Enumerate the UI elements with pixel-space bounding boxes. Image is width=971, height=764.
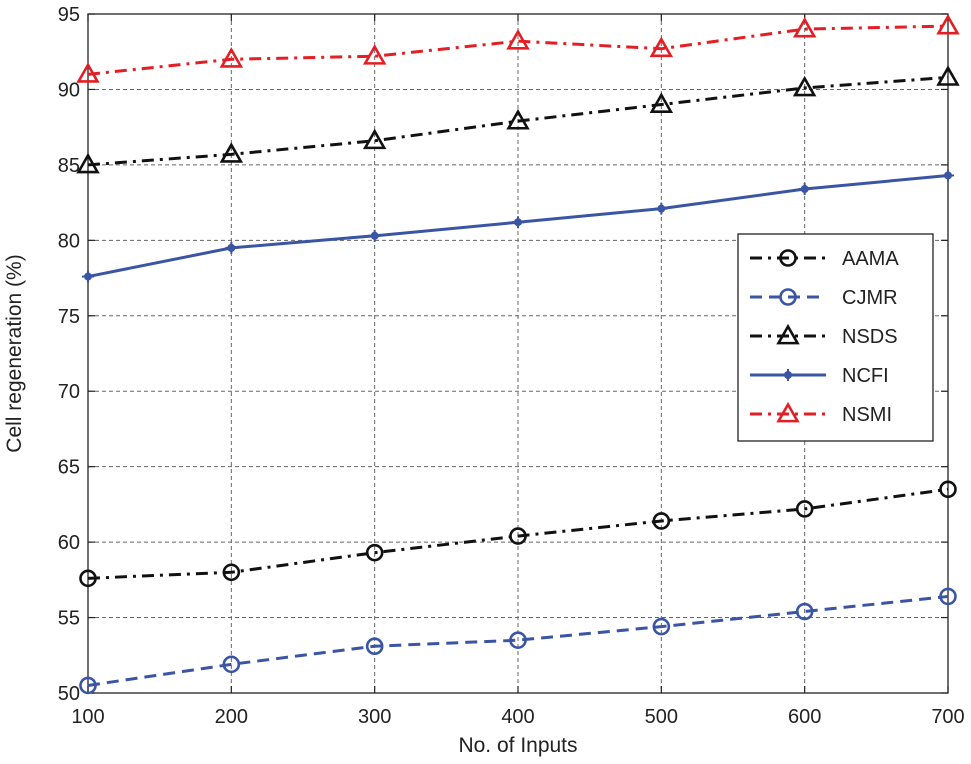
data-point-nsmi: [362, 44, 387, 65]
data-point-aama: [365, 543, 384, 562]
data-point-cjmr: [652, 617, 671, 636]
data-point-aama: [652, 512, 671, 530]
series-ncfi: [82, 169, 954, 283]
legend-marker-nsmi: [776, 401, 800, 423]
data-point-nsmi: [792, 16, 817, 38]
x-tick-label: 100: [71, 706, 104, 728]
series-line-nsmi: [87, 24, 949, 76]
data-point-nsmi: [219, 47, 244, 68]
legend-marker-cjmr: [779, 288, 797, 306]
data-point-cjmr: [795, 602, 814, 621]
y-axis-label: Cell regeneration (%): [3, 254, 26, 452]
legend-label-aama: AAMA: [842, 248, 899, 270]
series-cjmr: [79, 587, 957, 695]
y-tick-label: 50: [58, 683, 80, 705]
data-point-nsds: [792, 75, 817, 97]
x-tick-label: 400: [501, 706, 534, 728]
data-point-nsmi: [506, 29, 530, 50]
x-axis-ticks: 100 200 300 400 500 600 700: [71, 14, 965, 728]
x-tick-label: 700: [931, 706, 964, 728]
data-point-aama: [79, 569, 97, 588]
data-point-nsmi: [76, 62, 100, 83]
series-nsds: [76, 65, 960, 174]
y-axis-ticks: 50 55 60 65 70 75 80 85 90 95: [58, 4, 948, 705]
series-line-nsds: [87, 75, 949, 167]
y-tick-label: 65: [58, 457, 80, 479]
y-tick-label: 55: [58, 608, 80, 630]
x-tick-label: 500: [645, 706, 678, 728]
series-line-aama: [87, 487, 949, 580]
data-point-nsds: [936, 65, 960, 86]
y-tick-label: 80: [58, 230, 80, 252]
data-point-nsds: [362, 128, 387, 150]
data-point-cjmr: [509, 631, 527, 649]
legend: AAMA CJMR NSDS NCFI NSMI: [737, 233, 934, 442]
y-tick-label: 85: [58, 155, 80, 177]
series-nsmi: [76, 13, 960, 83]
legend-marker-nsds: [776, 323, 800, 345]
data-point-cjmr: [365, 637, 384, 656]
legend-label-nsmi: NSMI: [842, 404, 892, 426]
x-axis-label: No. of Inputs: [458, 734, 577, 757]
legend-label-cjmr: CJMR: [842, 287, 898, 309]
x-tick-label: 600: [788, 706, 821, 728]
data-point-nsds: [219, 142, 244, 163]
data-series: [76, 13, 960, 695]
data-point-nsds: [76, 152, 100, 174]
data-point-cjmr: [79, 676, 97, 695]
y-tick-label: 75: [58, 306, 80, 328]
legend-box: [737, 233, 934, 442]
data-point-cjmr: [939, 587, 957, 606]
x-tick-label: 200: [215, 706, 248, 728]
x-tick-label: 300: [358, 706, 391, 728]
data-point-aama: [795, 500, 814, 518]
y-tick-label: 90: [58, 79, 80, 101]
y-tick-label: 70: [58, 381, 80, 403]
series-line-cjmr: [87, 594, 949, 687]
data-point-aama: [222, 563, 241, 582]
data-point-nsmi: [649, 36, 674, 58]
series-aama: [79, 480, 957, 588]
y-tick-label: 60: [58, 532, 80, 554]
data-point-aama: [509, 527, 527, 545]
legend-marker-aama: [779, 249, 797, 267]
data-point-nsds: [649, 92, 674, 113]
legend-label-nsds: NSDS: [842, 326, 898, 348]
data-point-cjmr: [222, 655, 241, 674]
data-point-nsmi: [936, 13, 960, 35]
data-point-nsds: [506, 109, 530, 130]
data-point-aama: [939, 480, 957, 499]
y-tick-label: 95: [58, 4, 80, 26]
legend-label-ncfi: NCFI: [842, 365, 889, 387]
